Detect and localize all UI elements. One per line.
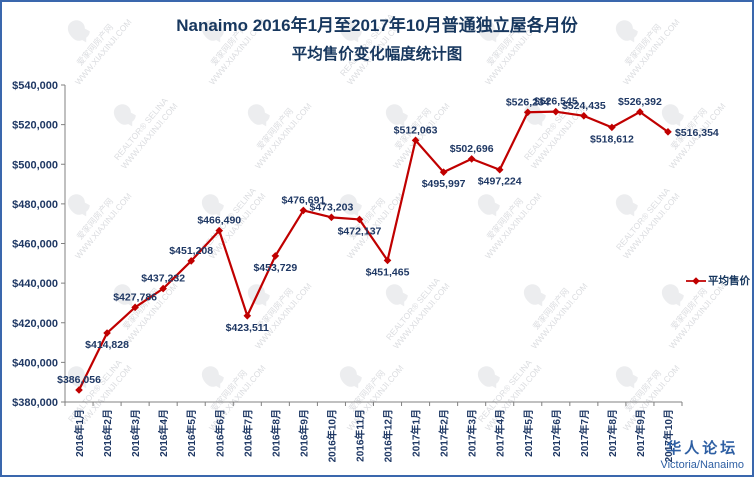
data-label: $524,435 — [562, 100, 606, 112]
data-point-marker — [551, 107, 560, 116]
data-label: $451,465 — [366, 266, 410, 278]
x-tick-label: 2016年9月 — [297, 409, 310, 457]
x-tick-label: 2016年12月 — [382, 409, 395, 462]
price-line — [78, 110, 669, 391]
data-label: $526,234 — [506, 96, 550, 108]
data-label: $526,545 — [534, 96, 578, 108]
y-tick-label: $480,000 — [12, 199, 58, 211]
x-tick-label: 2017年2月 — [438, 409, 451, 457]
data-label: $516,354 — [675, 127, 719, 139]
data-label: $473,203 — [310, 201, 354, 213]
data-point-marker — [159, 284, 167, 293]
data-label: $502,696 — [450, 143, 494, 155]
data-point-marker — [75, 386, 83, 394]
x-tick-label: 2016年6月 — [213, 409, 226, 457]
data-point-marker — [580, 112, 588, 120]
x-tick-label: 2016年5月 — [185, 409, 198, 457]
data-point-marker — [523, 108, 532, 117]
x-tick-label: 2016年1月 — [73, 409, 86, 457]
data-point-marker — [411, 136, 420, 145]
data-point-marker — [467, 155, 476, 163]
y-tick-label: $380,000 — [12, 397, 58, 409]
legend: 平均售价 — [686, 273, 750, 288]
data-point-marker — [215, 226, 224, 235]
forum-name: 华人论坛 — [666, 440, 739, 457]
x-tick-label: 2017年10月 — [662, 409, 675, 462]
data-label: $453,729 — [253, 262, 297, 274]
region-name: Victoria/Nanaimo — [660, 459, 744, 471]
data-label: $476,691 — [281, 194, 325, 206]
data-label: $386,056 — [57, 374, 101, 386]
data-label: $437,232 — [141, 273, 185, 285]
y-tick-label: $520,000 — [12, 120, 58, 132]
x-tick-label: 2017年6月 — [550, 409, 563, 457]
data-label: $497,224 — [478, 176, 522, 188]
x-tick-label: 2017年5月 — [522, 409, 535, 457]
x-tick-label: 2017年7月 — [578, 409, 591, 457]
y-tick-label: $460,000 — [12, 239, 58, 251]
data-point-marker — [664, 128, 672, 136]
legend-marker-icon — [686, 276, 706, 285]
data-label: $518,612 — [590, 133, 634, 145]
chart-title-line1: Nanaimo 2016年1月至2017年10月普通独立屋各月份 — [176, 16, 578, 35]
data-point-marker — [327, 213, 336, 222]
y-tick-label: $540,000 — [12, 80, 58, 92]
data-point-marker — [299, 206, 308, 215]
data-label: $526,392 — [618, 96, 662, 108]
x-tick-label: 2016年2月 — [101, 409, 114, 457]
y-tick-label: $440,000 — [12, 278, 58, 290]
x-tick-label: 2016年7月 — [241, 409, 254, 457]
x-tick-label: 2016年10月 — [325, 409, 338, 462]
data-label: $495,997 — [422, 178, 466, 190]
data-label: $414,828 — [85, 339, 129, 351]
y-tick-label: $420,000 — [12, 318, 58, 330]
site-signature: 华人论坛 Victoria/Nanaimo — [660, 437, 744, 471]
data-point-marker — [439, 168, 448, 176]
data-point-marker — [383, 256, 392, 265]
chart-title: Nanaimo 2016年1月至2017年10月普通独立屋各月份 平均售价变化幅… — [0, 11, 754, 64]
data-point-marker — [103, 329, 111, 337]
data-label: $427,786 — [113, 291, 157, 303]
chart-title-line2: 平均售价变化幅度统计图 — [291, 46, 463, 63]
y-tick-label: $400,000 — [12, 357, 58, 369]
data-point-marker — [271, 252, 280, 260]
x-tick-label: 2016年3月 — [129, 409, 142, 457]
data-label: $423,511 — [226, 322, 269, 334]
data-point-marker — [495, 165, 504, 174]
data-point-marker — [243, 311, 252, 320]
data-label: $512,063 — [394, 124, 438, 136]
data-point-marker — [355, 215, 364, 224]
x-tick-label: 2017年4月 — [494, 409, 507, 457]
data-point-marker — [187, 257, 196, 265]
y-tick-label: $500,000 — [12, 159, 58, 171]
legend-label: 平均售价 — [708, 275, 750, 287]
data-label: $466,490 — [197, 215, 241, 227]
x-tick-label: 2016年11月 — [353, 409, 366, 462]
x-tick-label: 2016年8月 — [269, 409, 282, 457]
x-tick-label: 2016年4月 — [157, 409, 170, 457]
x-tick-label: 2017年1月 — [410, 409, 423, 457]
x-tick-label: 2017年3月 — [466, 409, 479, 457]
data-point-marker — [608, 123, 616, 132]
data-label: $451,208 — [169, 245, 213, 257]
data-label: $472,137 — [338, 225, 382, 237]
data-point-marker — [636, 108, 644, 116]
x-tick-label: 2017年8月 — [606, 409, 619, 457]
data-point-marker — [131, 303, 139, 312]
x-tick-label: 2017年9月 — [634, 409, 647, 457]
